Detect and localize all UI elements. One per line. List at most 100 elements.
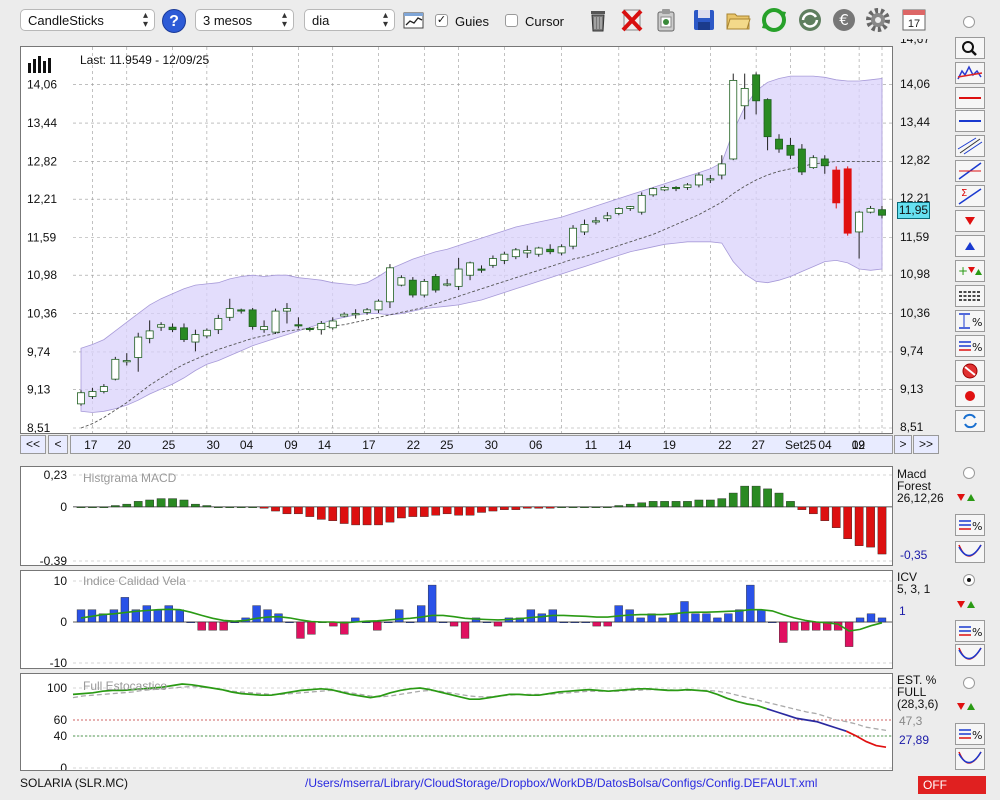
calendar-icon[interactable]: 17 [900,6,928,34]
grid-lines-button[interactable] [955,285,985,307]
icv-params-label: 5, 3, 1 [897,582,931,596]
macd-bar [809,506,818,515]
stochastic-cross-button[interactable] [955,748,985,770]
icv-percent-button[interactable]: % [955,620,985,642]
candle [168,326,177,331]
last-price-label: Last: 11.9549 - 12/09/25 [80,53,210,67]
candle [374,300,383,311]
price-axis-label-right: 14,06 [900,76,931,91]
price-axis-label-right: 13,44 [900,115,931,130]
nav-first-label: << [25,437,40,451]
trendline-tool-button[interactable] [955,160,985,182]
macd-panel[interactable]: 0,23 0 -0,39 Histgrama MACD [20,466,893,566]
horizontal-line-blue-button[interactable] [955,110,985,132]
folder-icon[interactable] [724,6,752,34]
candle [340,313,349,317]
macd-value: -0,35 [900,548,928,562]
stochastic-panel[interactable]: 100 60 40 0 Full Estocastico [20,673,893,771]
date-axis-label: 06 [529,438,543,452]
macd-bar [683,501,692,508]
delete-icon[interactable] [618,6,646,34]
help-button[interactable]: ? [162,9,186,33]
stochastic-signals-button[interactable] [955,697,985,719]
macd-histogram[interactable]: 0,23 0 -0,39 Histgrama MACD [21,467,893,566]
macd-percent-button[interactable]: % [955,514,985,536]
record-button[interactable] [955,385,985,407]
date-axis-label: 04 [818,438,832,452]
stochastic-chart[interactable]: 100 60 40 0 Full Estocastico [21,674,893,771]
macd-bar [385,506,395,523]
stochastic-axis-label: 40 [54,729,68,743]
panel-select-radio-macd[interactable] [963,467,975,479]
icv-bar [296,621,305,639]
icv-bar [746,584,755,623]
guides-checkbox[interactable]: ✓ [435,14,448,27]
config-path-link[interactable]: /Users/mserra/Library/CloudStorage/Dropb… [305,776,818,790]
swap-button[interactable] [955,410,985,432]
save-icon[interactable] [690,6,718,34]
chart-overlay-button[interactable] [955,62,985,84]
price-axis-label-left: 13,44 [27,116,57,130]
panel-select-radio-stochastic[interactable] [963,677,975,689]
candle [454,268,463,287]
macd-bar [99,506,109,508]
cursor-checkbox[interactable] [505,14,518,27]
channel-tool-button[interactable] [955,135,985,157]
macd-axis-label: -0,39 [40,554,68,566]
stop-button[interactable] [955,360,985,382]
nav-last-button[interactable]: >> [913,435,939,454]
icv-histogram[interactable]: 10 0 -10 Indice Calidad Vela [21,571,893,669]
price-axis-label-right: 9,13 [900,381,924,396]
off-toggle[interactable]: OFF [918,776,986,794]
refresh-icon[interactable] [760,6,788,34]
date-axis-label: Set25 [785,438,817,452]
period-value: 3 mesos [203,13,253,28]
sigma-tool-button[interactable]: Σ [955,185,985,207]
icv-cross-button[interactable] [955,644,985,666]
macd-cross-button[interactable] [955,541,985,563]
date-axis-label: 30 [484,438,498,452]
icv-bar [702,613,711,623]
panel-select-radio-main[interactable] [963,16,975,28]
macd-bar [568,506,578,508]
panel-select-radio-icv[interactable] [963,574,975,586]
date-axis-label: 22 [406,438,421,452]
add-signals-button[interactable]: + [955,260,985,282]
chart-settings-icon[interactable] [403,11,425,31]
horizontal-line-red-button[interactable] [955,87,985,109]
price-chart[interactable]: 14,06 13,44 12,82 12,21 11,59 10,98 10,36 9,74 9… [21,47,893,434]
percent-lines-button[interactable]: % [955,335,985,357]
arrow-up-button[interactable] [955,235,985,257]
interval-select[interactable]: dia ▴ ▾ [304,9,395,31]
stochastic-fast-line-red [845,730,887,749]
nav-next-button[interactable]: > [894,435,912,454]
price-axis-label-right: 12,21 [900,191,931,206]
trash-icon[interactable] [584,6,612,34]
date-axis[interactable]: 17 20 25 30 04 09 14 17 22 25 30 06 11 14 19 22 27 Set25 0… [70,435,893,454]
macd-signals-button[interactable] [955,488,985,510]
candle [683,184,692,188]
percent-range-button[interactable]: % [955,310,985,332]
gear-icon[interactable] [864,6,892,34]
macd-bar [179,499,189,508]
icv-panel[interactable]: 10 0 -10 Indice Calidad Vela [20,570,893,669]
icv-signals-button[interactable] [955,595,985,617]
candle [88,391,97,397]
zoom-button[interactable] [955,37,985,59]
icv-axis-label: 10 [54,574,68,588]
candle [397,277,406,286]
icv-bar [713,617,722,623]
candle [797,148,806,173]
price-chart-panel[interactable]: 14,06 13,44 12,82 12,21 11,59 10,98 10,36 9,74 9… [20,46,893,434]
icv-bar [581,621,590,624]
clipboard-icon[interactable] [652,6,680,34]
euro-icon[interactable]: € [830,6,858,34]
nav-prev-button[interactable]: < [48,435,68,454]
chart-type-select[interactable]: CandleSticks ▴ ▾ [20,9,155,31]
arrow-down-button[interactable] [955,210,985,232]
nav-first-button[interactable]: << [20,435,46,454]
stochastic-percent-button[interactable]: % [955,723,985,745]
icv-bar [153,609,162,623]
period-select[interactable]: 3 mesos ▴ ▾ [195,9,294,31]
update-icon[interactable] [796,6,824,34]
